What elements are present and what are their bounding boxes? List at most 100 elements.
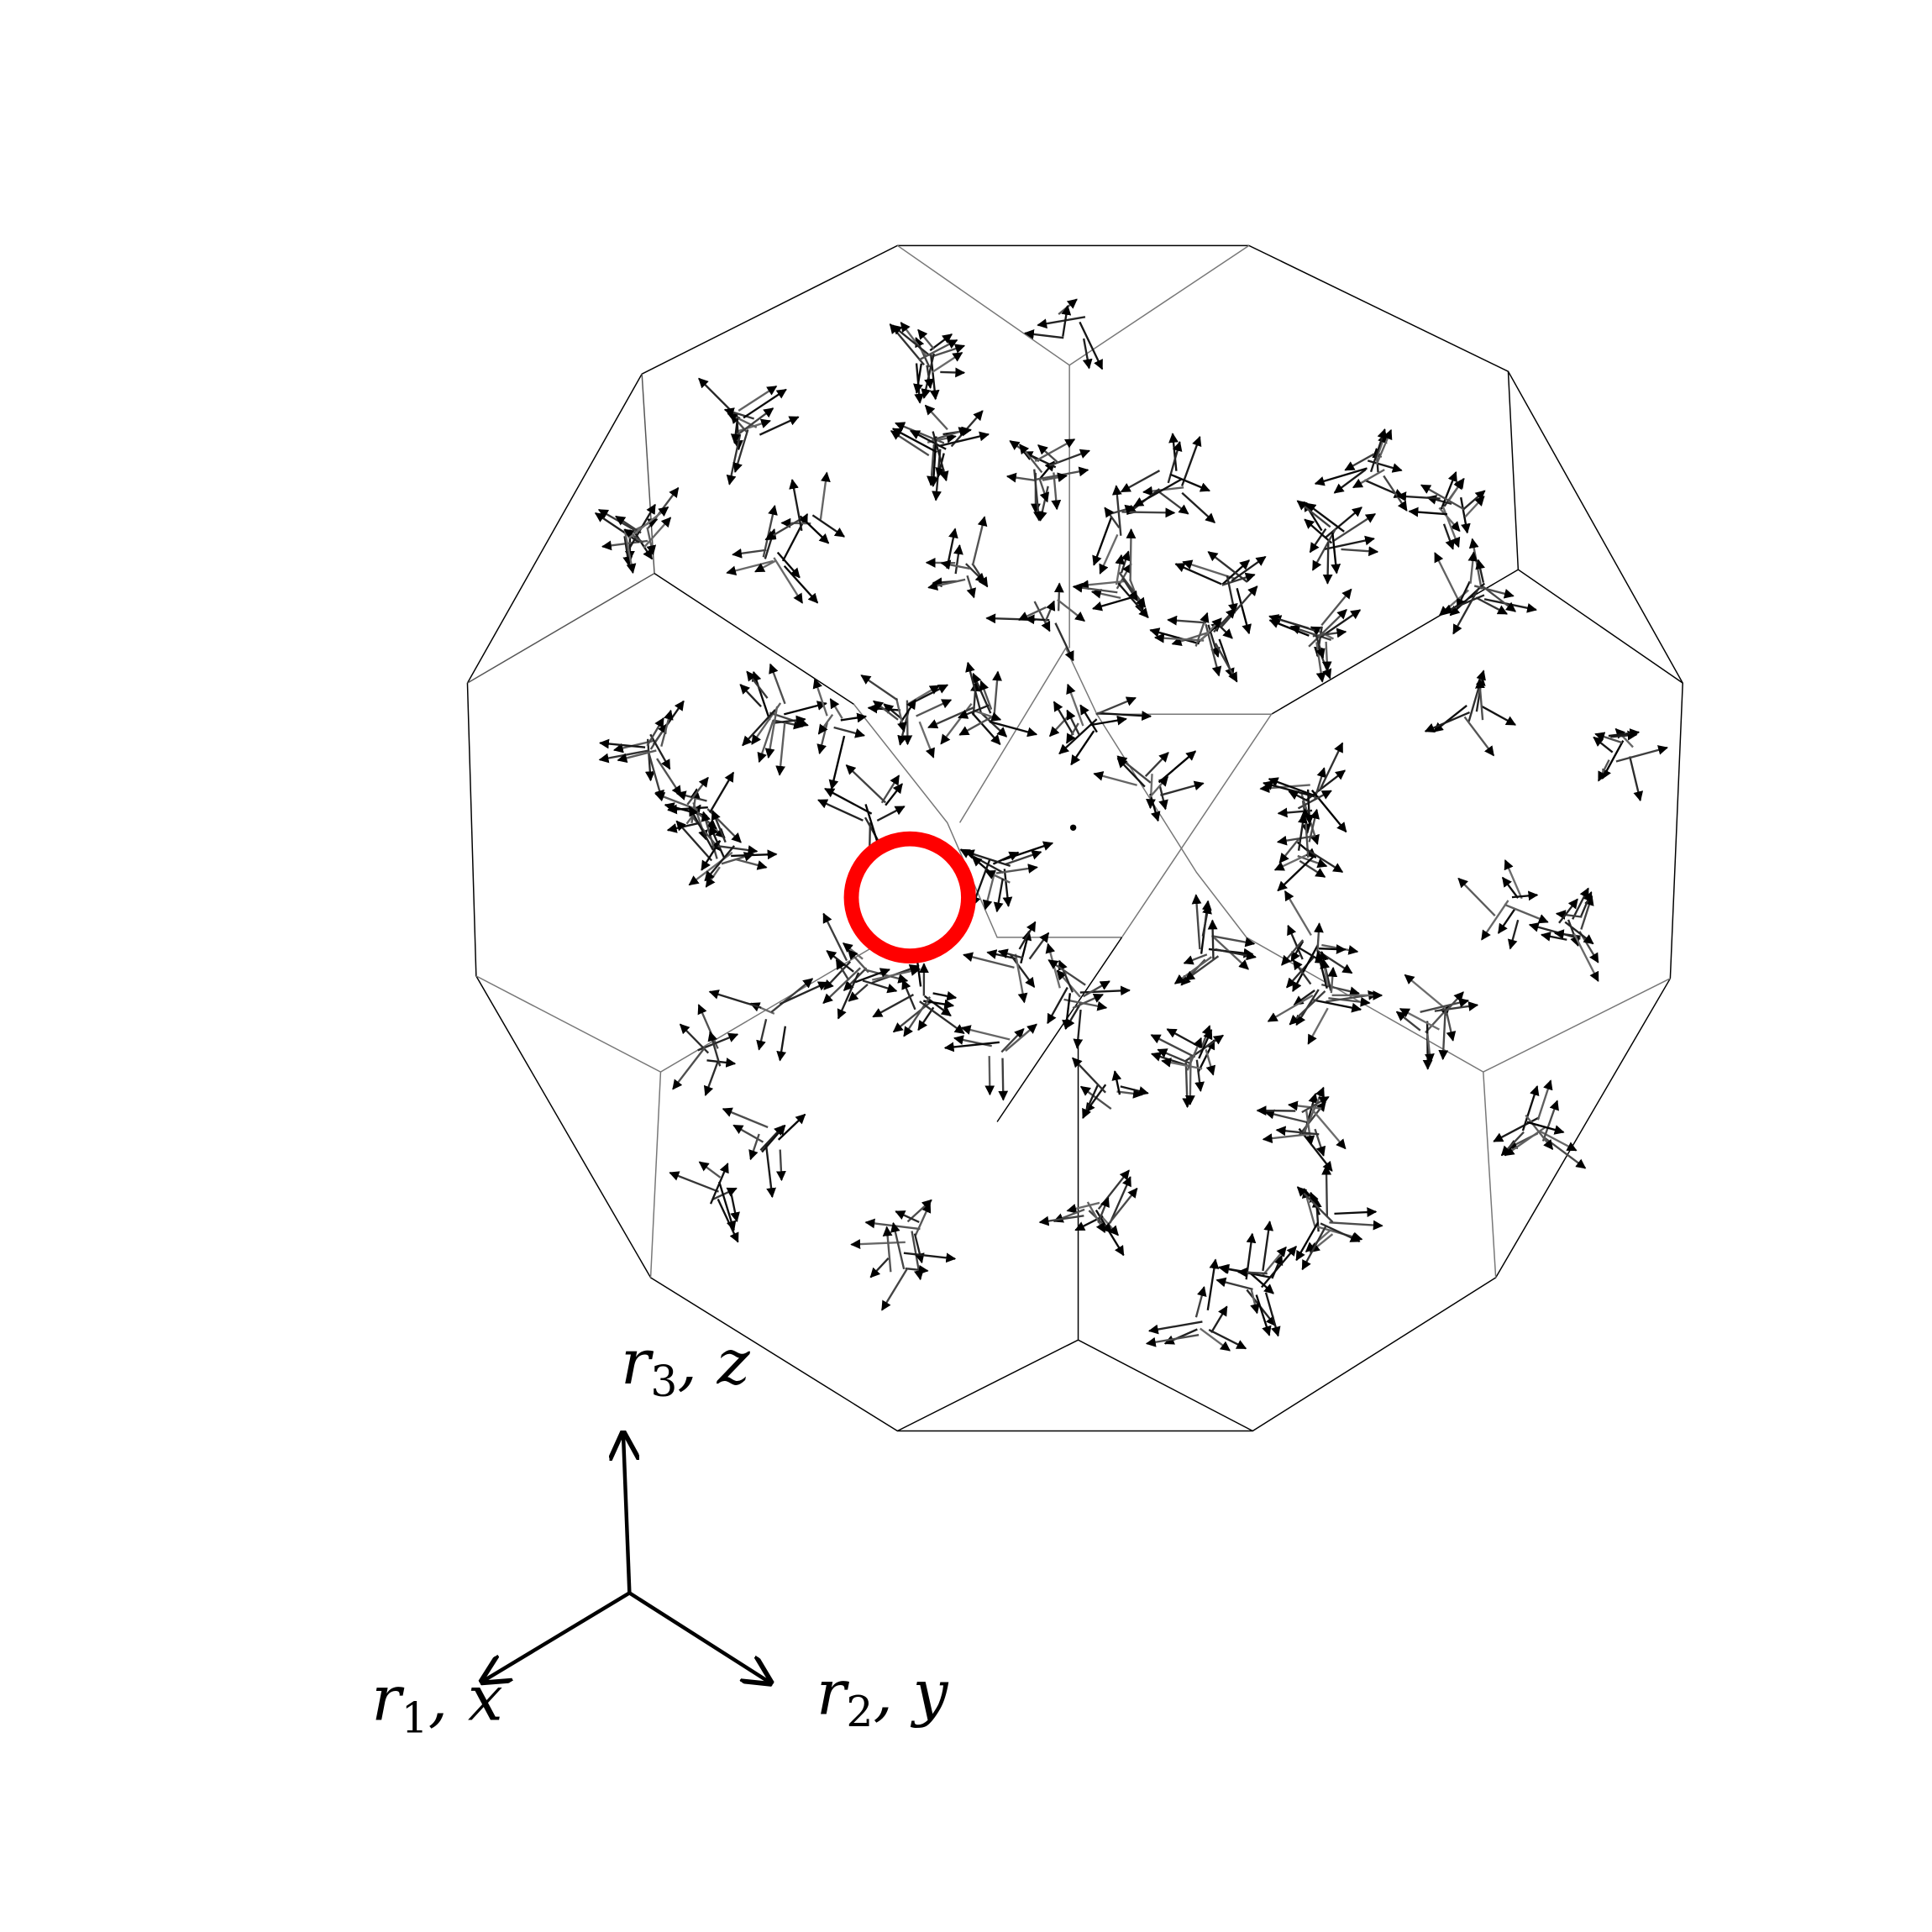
orientation-arrow	[812, 678, 828, 717]
orientation-arrow	[1457, 877, 1496, 917]
arrow-cluster	[669, 1161, 740, 1243]
orientation-arrow	[1475, 559, 1485, 583]
orientation-arrow	[918, 721, 935, 759]
orientation-arrow	[1117, 582, 1149, 619]
arrow-cluster	[1149, 585, 1258, 683]
orientation-arrow	[980, 711, 1008, 738]
orientation-arrow	[1038, 1215, 1084, 1226]
orientation-arrow	[1434, 552, 1459, 600]
orientation-arrow	[776, 1149, 786, 1182]
orientation-arrow	[1438, 507, 1461, 533]
orientation-arrow	[1579, 891, 1593, 918]
orientation-arrow	[1207, 551, 1248, 583]
orientation-arrow	[1467, 551, 1478, 584]
orientation-arrow	[1109, 1176, 1131, 1224]
orientation-arrow	[1191, 894, 1202, 950]
arrow-cluster	[959, 841, 1054, 913]
orientation-arrow	[732, 1124, 764, 1143]
orientation-arrow	[1262, 1246, 1287, 1277]
axis-triad	[482, 1433, 770, 1683]
orientation-arrow	[704, 845, 736, 882]
orientation-arrow	[1298, 1100, 1326, 1137]
orientation-arrow	[1441, 594, 1485, 614]
orientation-arrow	[1608, 728, 1641, 738]
orientation-arrow	[742, 709, 776, 747]
orientation-arrow	[1182, 1060, 1193, 1109]
orientation-arrow	[1163, 1328, 1198, 1345]
orientation-arrow	[1597, 759, 1610, 782]
orientation-arrow	[1072, 993, 1104, 1010]
orientation-arrow	[938, 431, 990, 448]
orientation-arrow	[924, 365, 934, 390]
orientation-arrow	[1501, 876, 1520, 899]
orientation-arrow	[940, 559, 971, 570]
orientation-arrow	[1311, 1109, 1347, 1150]
orientation-arrow	[1033, 469, 1043, 522]
orientation-arrow	[1093, 771, 1137, 786]
orientation-arrow	[1210, 1305, 1228, 1333]
orientation-arrow	[1460, 496, 1471, 534]
orientation-arrow	[1318, 742, 1344, 792]
orientation-arrow	[1375, 428, 1393, 465]
orientation-arrow	[1313, 922, 1324, 950]
orientation-arrow	[992, 670, 1002, 715]
orientation-arrow	[789, 479, 803, 532]
arrow-cluster	[889, 322, 966, 404]
orientation-arrow	[993, 878, 1004, 913]
orientation-arrow	[1213, 607, 1236, 633]
orientation-arrow	[1073, 1009, 1084, 1049]
orientation-arrow	[754, 559, 776, 573]
orientation-arrow	[622, 536, 633, 567]
orientation-arrow	[1313, 999, 1362, 1013]
arrow-cluster	[1296, 500, 1379, 585]
orientation-arrow	[1341, 546, 1379, 557]
orientation-arrow	[1090, 588, 1121, 600]
orientation-arrow	[872, 966, 921, 981]
arrow-cluster	[598, 700, 685, 801]
orientation-arrow	[979, 680, 993, 710]
orientation-arrow	[757, 719, 774, 764]
orientation-arrow	[1321, 1164, 1332, 1217]
orientation-arrow	[1149, 793, 1161, 822]
orientation-arrow	[1116, 1089, 1143, 1099]
orientation-arrow	[1305, 848, 1344, 874]
orientation-arrow	[646, 717, 664, 747]
orientation-arrow	[709, 1163, 729, 1205]
orientation-arrow	[913, 363, 923, 395]
center-dot	[1069, 824, 1077, 831]
orientation-arrow	[701, 840, 722, 871]
arrow-cluster	[1280, 890, 1359, 992]
orientation-arrow	[1540, 932, 1567, 942]
orientation-arrow	[971, 516, 988, 566]
orientation-arrow	[623, 528, 644, 543]
orientation-arrow	[883, 703, 903, 721]
orientation-arrow	[1319, 609, 1362, 638]
orientation-arrow	[837, 972, 860, 1020]
orientation-arrow	[862, 979, 898, 994]
orientation-arrow	[1149, 627, 1200, 645]
orientation-arrow	[1278, 838, 1299, 864]
orientation-arrow	[779, 981, 829, 1005]
orientation-arrow	[1267, 994, 1314, 1022]
label-subscript: 3	[650, 1357, 677, 1406]
orientation-arrow	[1120, 470, 1161, 493]
orientation-arrow	[1017, 606, 1047, 622]
arrow-cluster	[1273, 807, 1344, 892]
arrow-cluster	[1396, 471, 1486, 550]
polyhedron	[466, 244, 1683, 1432]
orientation-arrow	[1221, 585, 1258, 628]
orientation-arrow	[1567, 919, 1580, 947]
arrow-cluster	[1434, 538, 1537, 635]
arrow-cluster	[1457, 859, 1549, 950]
orientation-arrow	[1314, 767, 1326, 800]
orientation-arrow	[924, 404, 948, 431]
orientation-arrow	[775, 722, 786, 776]
orientation-arrow	[1395, 1011, 1421, 1032]
orientation-arrow	[895, 1210, 920, 1224]
arrow-cluster	[739, 663, 827, 776]
orientation-arrow	[1334, 1207, 1378, 1217]
arrow-cluster	[1092, 485, 1176, 575]
orientation-arrow	[1318, 944, 1347, 954]
orientation-arrow	[1148, 775, 1169, 799]
